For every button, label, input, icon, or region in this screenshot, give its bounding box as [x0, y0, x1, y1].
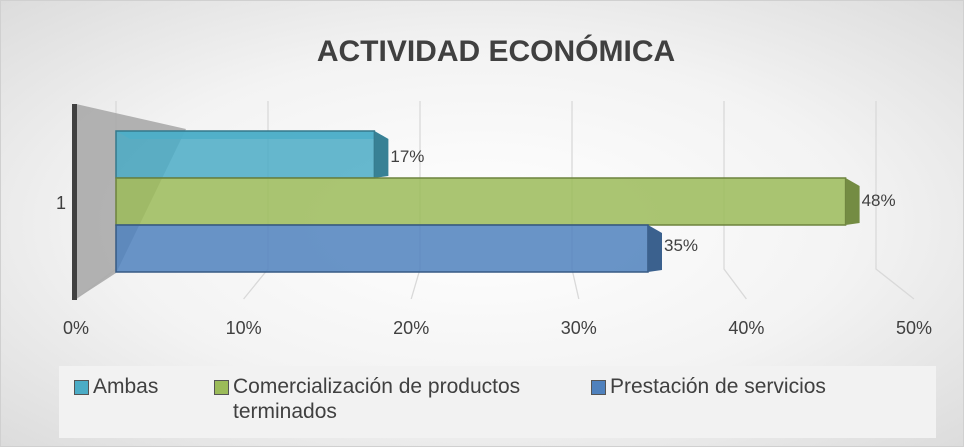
x-tick-label: 40% — [728, 318, 764, 338]
legend-item: Prestación de servicios — [591, 374, 826, 399]
legend-item: Ambas — [74, 374, 158, 399]
legend-swatch — [591, 380, 606, 395]
axis-wall — [72, 104, 77, 300]
legend-label: Ambas — [93, 375, 159, 398]
x-tick-label: 0% — [63, 318, 89, 338]
x-tick-label: 10% — [226, 318, 262, 338]
legend-item: Comercialización de productos terminados — [214, 374, 574, 424]
chart-title: ACTIVIDAD ECONÓMICA — [317, 34, 675, 68]
data-label: 17% — [390, 147, 424, 166]
legend-label: Prestación de servicios — [610, 375, 826, 398]
bar-side — [648, 225, 662, 272]
bar — [115, 224, 649, 273]
legend-swatch — [74, 380, 89, 395]
legend-swatch — [214, 380, 229, 395]
legend-label: Comercialización de productos terminados — [233, 375, 521, 423]
data-label: 48% — [862, 191, 896, 210]
bar-side — [845, 178, 860, 225]
bar — [115, 177, 847, 226]
x-tick-label: 30% — [561, 318, 597, 338]
bar — [115, 130, 376, 179]
grid-line — [875, 101, 915, 300]
y-tick-label: 1 — [56, 193, 66, 213]
x-tick-label: 20% — [393, 318, 429, 338]
legend: Ambas Comercialización de productos term… — [59, 366, 936, 438]
x-tick-label: 50% — [896, 318, 932, 338]
grid-line — [723, 101, 747, 300]
data-label: 35% — [664, 236, 698, 255]
bar-side — [374, 131, 389, 178]
